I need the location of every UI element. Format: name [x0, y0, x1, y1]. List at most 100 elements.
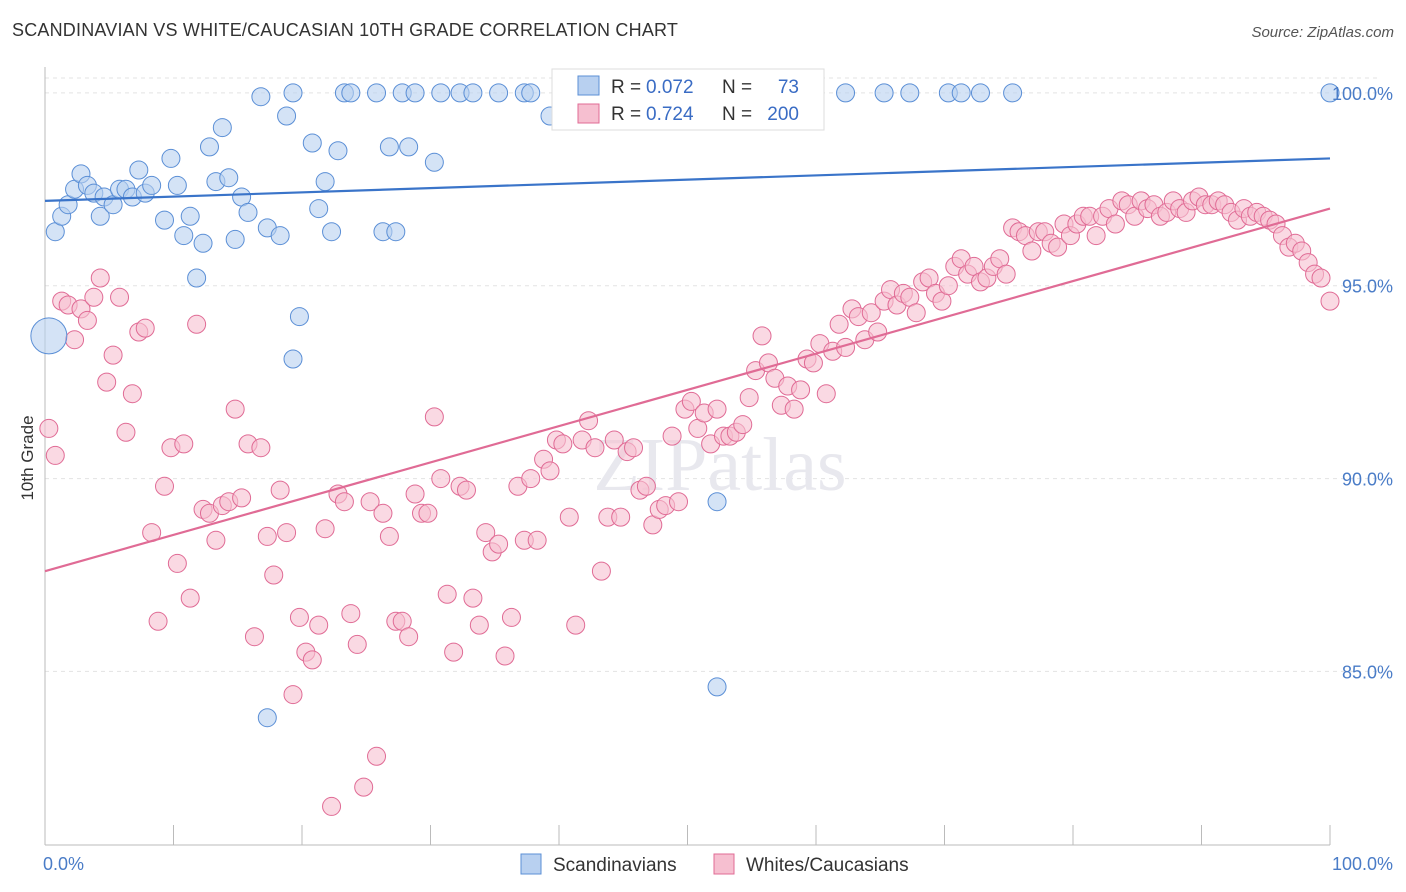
white-point-75 — [521, 469, 541, 489]
white-point-44 — [322, 796, 342, 816]
legend-label-scandinavians: Scandinavians — [553, 855, 677, 876]
white-point-63 — [444, 642, 464, 662]
scandinavian-point-47 — [379, 137, 399, 157]
scandinavian-point-70 — [970, 83, 990, 103]
white-point-34 — [257, 526, 277, 546]
scandinavian-point-67 — [900, 83, 920, 103]
scandinavian-point-24 — [199, 137, 219, 157]
white-point-47 — [341, 604, 361, 624]
legend-n-label-1: N = — [722, 77, 752, 98]
white-point-6 — [77, 310, 97, 330]
white-point-30 — [232, 488, 252, 508]
y-tick-label-1: 90.0% — [1342, 470, 1393, 490]
white-point-123 — [829, 314, 849, 334]
scandinavian-point-41 — [322, 222, 342, 242]
white-point-50 — [360, 492, 380, 512]
white-point-100 — [681, 391, 701, 411]
white-point-56 — [399, 627, 419, 647]
white-point-149 — [996, 264, 1016, 284]
trend-lines — [44, 157, 1331, 573]
scandinavian-point-14 — [129, 160, 149, 180]
white-point-53 — [379, 526, 399, 546]
y-tick-label-0: 85.0% — [1342, 662, 1393, 682]
white-point-9 — [97, 372, 117, 392]
white-point-39 — [289, 607, 309, 627]
white-point-157 — [1048, 237, 1068, 257]
white-point-78 — [540, 461, 560, 481]
white-point-163 — [1086, 226, 1106, 246]
white-point-89 — [611, 507, 631, 527]
white-point-29 — [225, 399, 245, 419]
scandinavian-point-18 — [161, 148, 181, 168]
white-point-109 — [739, 388, 759, 408]
scandinavian-point-35 — [283, 83, 303, 103]
scandinavian-point-16 — [142, 175, 162, 195]
scandinavian-point-26 — [212, 118, 232, 138]
white-point-7 — [84, 287, 104, 307]
scandinavian-point-34 — [277, 106, 297, 126]
legend-r-value-2: 0.724 — [646, 104, 694, 125]
white-point-93 — [636, 476, 656, 496]
white-point-135 — [906, 303, 926, 323]
white-point-111 — [752, 326, 772, 346]
series-legend: Scandinavians Whites/Caucasians — [520, 853, 909, 876]
scandinavian-point-52 — [424, 152, 444, 172]
white-point-1 — [45, 445, 65, 465]
y-tick-label-3: 100.0% — [1332, 84, 1393, 104]
y-tick-label-2: 95.0% — [1342, 277, 1393, 297]
legend-r-label-1: R = — [611, 77, 641, 98]
scandinavian-point-71 — [1003, 83, 1023, 103]
white-point-86 — [591, 561, 611, 581]
scandinavian-point-17 — [155, 210, 175, 230]
white-point-38 — [283, 685, 303, 705]
scandinavian-point-45 — [367, 83, 387, 103]
scandinavian-point-72 — [1320, 83, 1340, 103]
scandinavian-point-33 — [270, 226, 290, 246]
legend-r-label-2: R = — [611, 104, 641, 125]
white-point-49 — [354, 777, 374, 797]
scandinavian-point-51 — [405, 83, 425, 103]
scandinavian-point-39 — [309, 199, 329, 219]
white-point-20 — [167, 553, 187, 573]
scandinavian-point-61 — [707, 677, 727, 697]
white-point-52 — [373, 503, 393, 523]
white-point-35 — [264, 565, 284, 585]
white-point-18 — [155, 476, 175, 496]
white-point-59 — [418, 503, 438, 523]
white-point-85 — [585, 438, 605, 458]
scandinavian-point-40 — [315, 172, 335, 192]
scandinavian-point-0 — [30, 317, 68, 355]
scandinavian-point-53 — [431, 83, 451, 103]
white-point-81 — [559, 507, 579, 527]
white-point-22 — [180, 588, 200, 608]
white-point-10 — [103, 345, 123, 365]
white-point-116 — [784, 399, 804, 419]
scandinavian-point-73 — [257, 708, 277, 728]
white-point-71 — [495, 646, 515, 666]
white-point-121 — [816, 384, 836, 404]
white-point-82 — [566, 615, 586, 635]
white-point-70 — [489, 534, 509, 554]
white-point-8 — [90, 268, 110, 288]
scandinavian-point-58 — [521, 83, 541, 103]
white-point-66 — [463, 588, 483, 608]
white-point-84 — [579, 411, 599, 431]
white-point-199 — [1320, 291, 1340, 311]
white-point-48 — [347, 634, 367, 654]
scandinavian-point-27 — [219, 168, 239, 188]
legend-r-value-1: 0.072 — [646, 77, 694, 98]
legend-swatch-pink — [577, 103, 600, 124]
white-point-68 — [476, 523, 496, 543]
white-point-65 — [456, 480, 476, 500]
series-whites-points — [39, 187, 1340, 816]
white-point-57 — [405, 484, 425, 504]
white-point-80 — [553, 434, 573, 454]
white-point-36 — [270, 480, 290, 500]
white-point-62 — [437, 584, 457, 604]
white-point-91 — [624, 438, 644, 458]
white-point-98 — [669, 492, 689, 512]
white-point-72 — [501, 607, 521, 627]
legend-n-value-1: 73 — [778, 77, 799, 98]
scandinavian-point-31 — [251, 87, 271, 107]
